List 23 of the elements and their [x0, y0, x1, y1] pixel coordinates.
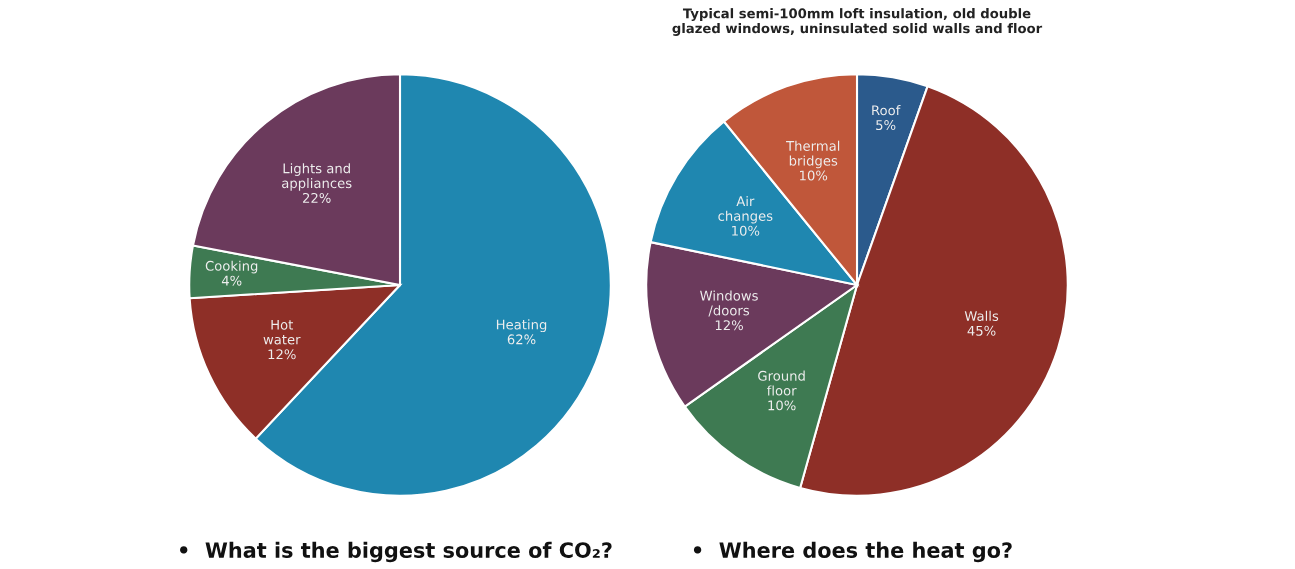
slice-label: Cooking [205, 260, 258, 274]
slice-label: Lights and appliances [282, 163, 352, 191]
slice-label: Windows /doors [700, 290, 758, 317]
slice-label: Roof [872, 105, 901, 116]
data-label: 12% [268, 349, 296, 360]
data-label: 10% [768, 400, 796, 411]
data-label: 10% [800, 170, 828, 181]
chart-title: Typical semi-100mm loft insulation, old double glazed windows, uninsulated solid walls and floor [672, 8, 1043, 36]
text: • Where does the heat go? [693, 541, 1012, 563]
data-label: 62% [507, 334, 536, 345]
text: • What is the biggest source of CO₂? [180, 541, 612, 563]
slice-label: Heating [496, 319, 547, 333]
slice-label: Walls [964, 310, 999, 321]
data-label: 5% [876, 120, 896, 131]
data-label: 4% [221, 275, 242, 286]
slice-label: Thermal bridges [786, 140, 840, 169]
slice-label: Hot water [263, 319, 301, 345]
data-label: 10% [732, 225, 760, 236]
data-label: 22% [303, 192, 331, 203]
data-label: 12% [715, 320, 743, 331]
slice-label: Ground floor [758, 370, 805, 396]
data-label: 45% [967, 325, 996, 336]
slice-label: Air changes [718, 195, 773, 224]
